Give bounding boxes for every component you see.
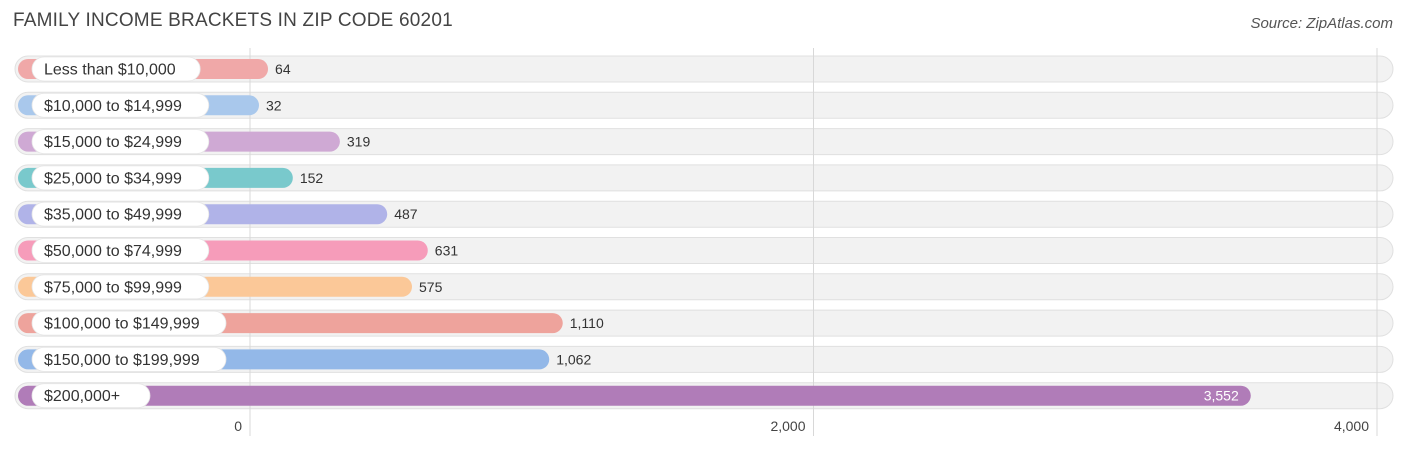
category-label-pill bbox=[31, 56, 201, 82]
category-label-pill bbox=[31, 346, 227, 372]
category-label: $150,000 to $199,999 bbox=[44, 352, 200, 369]
value-label: 32 bbox=[266, 97, 282, 113]
bar-row: $25,000 to $34,999 152 bbox=[18, 165, 324, 191]
row-background bbox=[14, 91, 1394, 119]
bar-row: $50,000 to $74,999 631 bbox=[18, 238, 459, 263]
category-label-pill bbox=[31, 165, 210, 191]
category-label: $15,000 to $24,999 bbox=[44, 134, 182, 151]
bar bbox=[18, 385, 1251, 406]
bar-row: Less than $10,000 64 bbox=[18, 56, 291, 82]
row-background bbox=[14, 128, 1394, 156]
category-label-pill bbox=[31, 201, 210, 227]
value-label: 64 bbox=[275, 61, 291, 77]
category-label: $50,000 to $74,999 bbox=[44, 243, 182, 260]
category-label-pill bbox=[31, 310, 227, 336]
value-label: 575 bbox=[419, 279, 443, 295]
bar-row: $200,000+ 3,552 bbox=[18, 383, 1251, 409]
chart-source: Source: ZipAtlas.com bbox=[1250, 15, 1393, 32]
category-label-pill bbox=[31, 129, 210, 155]
value-label: 319 bbox=[347, 134, 371, 150]
bar-row: $150,000 to $199,999 1,062 bbox=[18, 346, 591, 372]
value-label: 487 bbox=[394, 206, 418, 222]
bar-row: $100,000 to $149,999 1,110 bbox=[18, 310, 604, 336]
category-label: $35,000 to $49,999 bbox=[44, 207, 182, 224]
category-label-pill bbox=[31, 92, 210, 118]
bar-row: $10,000 to $14,999 32 bbox=[18, 92, 282, 118]
category-label-pill bbox=[31, 383, 151, 409]
x-tick-label: 0 bbox=[234, 418, 242, 434]
x-axis-ticks: 0 2,000 4,000 bbox=[234, 418, 1369, 434]
category-label: Less than $10,000 bbox=[44, 62, 176, 79]
category-label: $25,000 to $34,999 bbox=[44, 170, 182, 187]
chart-title: FAMILY INCOME BRACKETS IN ZIP CODE 60201 bbox=[13, 10, 453, 31]
value-label: 631 bbox=[435, 243, 459, 259]
category-label-pill bbox=[31, 238, 210, 263]
x-tick-label: 4,000 bbox=[1334, 418, 1369, 434]
value-label: 1,110 bbox=[570, 315, 604, 331]
x-tick-label: 2,000 bbox=[770, 418, 805, 434]
bar-row: $75,000 to $99,999 575 bbox=[18, 274, 443, 300]
category-label-pill bbox=[31, 274, 210, 300]
value-label: 152 bbox=[300, 170, 324, 186]
value-label: 1,062 bbox=[556, 351, 591, 367]
category-label: $200,000+ bbox=[44, 388, 120, 405]
category-label: $75,000 to $99,999 bbox=[44, 279, 182, 296]
value-label: 3,552 bbox=[1204, 388, 1239, 404]
category-label: $100,000 to $149,999 bbox=[44, 316, 200, 333]
row-background bbox=[14, 164, 1394, 192]
bar-row: $15,000 to $24,999 319 bbox=[18, 129, 371, 155]
category-label: $10,000 to $14,999 bbox=[44, 98, 182, 115]
bar-row: $35,000 to $49,999 487 bbox=[18, 201, 418, 227]
row-background bbox=[14, 55, 1394, 83]
